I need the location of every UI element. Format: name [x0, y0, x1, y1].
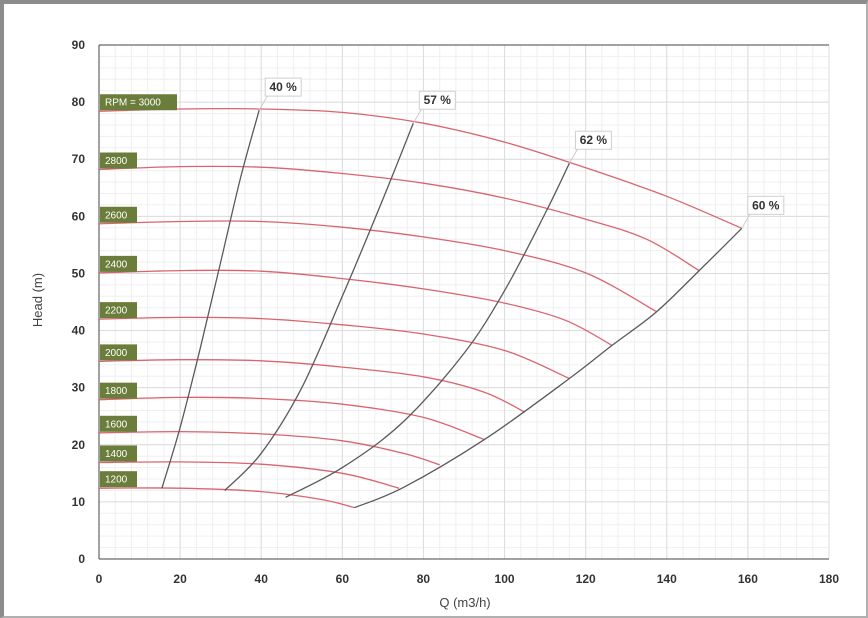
y-tick-label: 80	[72, 95, 86, 109]
speed-label-box	[100, 415, 137, 432]
y-tick-label: 50	[72, 266, 86, 280]
speed-label-box	[100, 152, 137, 169]
speed-label-box	[100, 344, 137, 361]
tick-labels: 0 20 40 60 80 100 120 140 160 1800102030405060708…	[72, 38, 840, 586]
efficiency-label-leader	[412, 108, 422, 124]
speed-label: 1400	[105, 449, 128, 460]
speed-curve-line	[98, 430, 440, 466]
x-tick-label: 40	[255, 572, 269, 586]
x-tick-label: 120	[576, 572, 596, 586]
axes	[98, 44, 829, 560]
speed-label-box	[100, 255, 137, 272]
speed-curve-line	[98, 359, 526, 413]
speed-label: RPM = 3000	[105, 98, 161, 109]
efficiency-label-box	[574, 130, 612, 150]
speed-labels: RPM = 3000 2800 2600 2400 2200 2000 1800 1600 14…	[100, 94, 177, 488]
speed-label-box	[100, 302, 137, 319]
speed-curve-line	[98, 316, 570, 380]
efficiency-label-box	[418, 90, 456, 110]
efficiency-label-leader	[741, 214, 751, 229]
major-grid	[98, 44, 830, 560]
speed-curve-line	[98, 107, 743, 229]
x-tick-label: 60	[336, 572, 350, 586]
y-tick-label: 20	[72, 438, 86, 452]
efficiency-label: 57 %	[424, 93, 452, 107]
speed-label: 2200	[105, 306, 128, 317]
speed-label-box	[100, 471, 137, 488]
speed-label: 2000	[105, 348, 128, 359]
x-tick-label: 160	[738, 572, 758, 586]
speed-curve-line	[98, 487, 355, 509]
efficiency-label-box	[747, 195, 785, 215]
speed-curve-line	[98, 461, 400, 489]
speed-label-box	[100, 382, 137, 399]
y-axis-title: Head (m)	[30, 273, 45, 327]
efficiency-label: 62 %	[580, 133, 608, 147]
speed-label: 1800	[105, 386, 128, 397]
x-tick-label: 20	[173, 572, 187, 586]
y-tick-label: 0	[78, 552, 85, 566]
efficiency-label-leader	[569, 148, 578, 164]
efficiency-curve-line	[161, 109, 260, 489]
x-tick-label: 0	[96, 572, 103, 586]
efficiency-curve-line	[224, 122, 414, 491]
y-tick-label: 90	[72, 38, 86, 52]
speed-label: 1200	[105, 475, 128, 486]
efficiency-labels: 40 % 57 % 62 % 60 %	[258, 77, 785, 229]
y-tick-label: 30	[72, 381, 86, 395]
efficiency-curves	[161, 109, 743, 509]
efficiency-curve-line	[354, 227, 743, 509]
minor-grid	[98, 44, 830, 560]
speed-label-box	[100, 206, 137, 223]
x-tick-label: 180	[819, 572, 839, 586]
efficiency-label: 40 %	[270, 80, 298, 94]
speed-label-box	[100, 94, 177, 111]
speed-label: 2600	[105, 210, 128, 221]
efficiency-curve-line	[285, 162, 570, 498]
speed-label: 1600	[105, 419, 128, 430]
speed-curve-line	[98, 269, 613, 346]
speed-curves	[98, 107, 743, 509]
efficiency-label: 60 %	[752, 198, 780, 212]
x-tick-label: 100	[495, 572, 515, 586]
x-tick-label: 140	[657, 572, 677, 586]
y-tick-label: 10	[72, 495, 86, 509]
x-axis-title: Q (m3/h)	[439, 595, 490, 610]
speed-label: 2800	[105, 156, 128, 167]
x-tick-label: 80	[417, 572, 431, 586]
efficiency-label-box	[264, 77, 302, 97]
speed-curve-line	[98, 165, 700, 272]
speed-curve-line	[98, 220, 657, 313]
speed-curve-line	[98, 396, 485, 441]
speed-label: 2400	[105, 259, 128, 270]
y-tick-label: 40	[72, 324, 86, 338]
efficiency-label-leader	[258, 95, 268, 111]
speed-label-box	[100, 445, 137, 462]
y-tick-label: 60	[72, 209, 86, 223]
y-tick-label: 70	[72, 152, 86, 166]
